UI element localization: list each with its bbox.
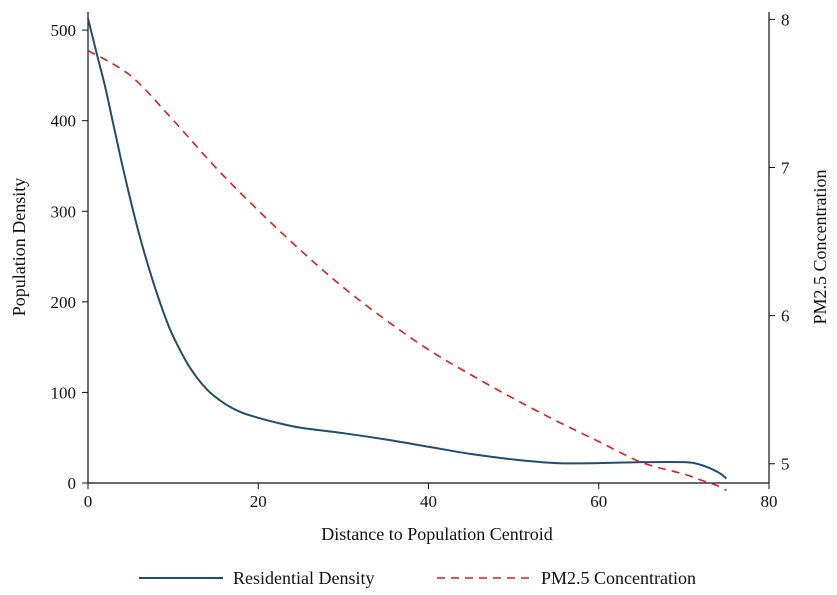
y2-axis-title: PM2.5 Concentration	[810, 170, 830, 325]
series	[87, 18, 728, 492]
ticks: 0 20 40 60 80 0 100 200 300 400 500 5 6 7 8	[51, 10, 791, 511]
x-tick-label: 40	[420, 492, 437, 511]
x-tick-label: 80	[761, 492, 778, 511]
x-tick-label: 60	[590, 492, 607, 511]
y2-tick-label: 6	[781, 307, 790, 326]
legend: Residential Density PM2.5 Concentration	[139, 568, 696, 588]
y2-tick-label: 7	[781, 159, 790, 178]
axes	[87, 12, 770, 484]
legend-label-pm25-concentration: PM2.5 Concentration	[541, 568, 696, 588]
y-tick-label: 100	[51, 383, 77, 402]
series-line-residential-density	[87, 18, 728, 480]
x-axis-title: Distance to Population Centroid	[321, 524, 552, 544]
y-tick-label: 400	[51, 112, 77, 131]
y2-tick-label: 8	[781, 10, 790, 29]
y-tick-label: 300	[51, 202, 77, 221]
series-line-pm2-5-concentration	[87, 49, 727, 492]
y-tick-label: 0	[68, 474, 77, 493]
y-axis-title: Population Density	[9, 178, 29, 317]
x-tick-label: 0	[84, 492, 93, 511]
legend-label-residential-density: Residential Density	[233, 568, 374, 588]
x-tick-label: 20	[250, 492, 267, 511]
y-tick-label: 200	[51, 293, 77, 312]
y2-tick-label: 5	[781, 455, 790, 474]
y-tick-label: 500	[51, 21, 77, 40]
